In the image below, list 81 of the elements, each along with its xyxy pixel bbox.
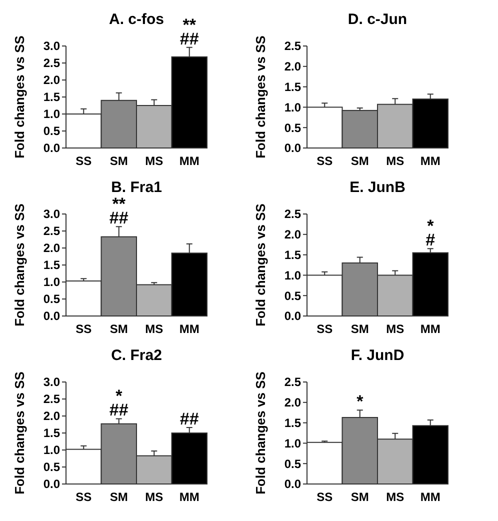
y-tick-label: 0.0 [43,141,60,156]
x-tick-label: MM [420,322,440,336]
chart-title: D. c-Jun [348,11,408,28]
y-tick-label: 0.5 [284,288,302,303]
y-tick-label: 2.0 [43,241,60,256]
y-tick-label: 1.5 [284,80,302,94]
y-tick-label: 0.5 [43,460,60,474]
y-tick-label: 1.0 [284,100,302,114]
y-tick-label: 1.0 [284,436,302,450]
y-axis-title: Fold changes vs SS [12,35,27,158]
annotation: * [356,392,364,412]
annotation: * ## [109,386,129,420]
x-tick-label: SS [316,490,333,504]
y-tick-label: 0.0 [284,141,302,156]
y-tick-label: 1.0 [284,268,302,282]
y-tick-label: 0.5 [43,124,60,138]
x-tick-label: MM [179,490,200,504]
x-tick-label: MS [145,322,164,336]
x-tick-label: SM [110,322,128,336]
x-tick-label: SS [76,322,92,336]
y-tick-label: 0.5 [43,292,60,306]
y-tick-label: 2.5 [284,375,302,390]
y-tick-label: 1.5 [284,416,302,430]
annotation: ## [180,410,200,429]
y-tick-label: 2.5 [43,224,60,238]
annotation: ** ## [180,15,200,48]
y-tick-label: 1.0 [43,275,60,290]
annotation: * # [426,216,436,250]
y-axis-title: Fold changes vs SS [253,203,268,326]
x-tick-label: SS [316,154,333,168]
y-tick-label: 0.0 [43,309,60,324]
y-tick-label: 1.5 [284,248,302,262]
x-tick-label: SM [110,154,128,168]
y-tick-label: 3.0 [43,375,60,390]
x-tick-label: MM [179,154,200,168]
y-tick-label: 0.5 [284,456,302,471]
y-tick-label: 0.0 [284,477,302,492]
y-tick-label: 1.0 [43,443,60,458]
x-tick-label: SS [76,490,92,504]
x-tick-label: SM [110,490,128,504]
chart-title: E. JunB [350,179,406,196]
x-tick-label: SM [350,490,369,504]
y-tick-label: 1.5 [43,90,60,104]
x-tick-label: SS [76,154,92,168]
y-tick-label: 3.0 [43,207,60,222]
chart-title: C. Fra2 [111,347,162,364]
x-tick-label: MS [386,154,404,168]
x-tick-label: MS [386,490,404,504]
chart-title: A. c-fos [108,11,164,28]
x-tick-label: MS [386,322,404,336]
chart-title: B. Fra1 [111,179,162,196]
x-tick-label: SM [350,154,369,168]
x-tick-label: SM [350,322,369,336]
y-tick-label: 0.0 [284,309,302,324]
y-tick-label: 2.5 [43,392,60,406]
x-tick-label: MM [420,154,440,168]
y-tick-label: 2.0 [284,60,302,74]
y-tick-label: 2.5 [43,56,60,70]
y-axis-title: Fold changes vs SS [12,203,27,326]
x-tick-label: MM [420,490,440,504]
x-tick-label: MS [145,154,164,168]
y-tick-label: 1.0 [43,107,60,122]
y-tick-label: 1.5 [43,426,60,440]
y-axis-title: Fold changes vs SS [253,35,268,158]
x-tick-label: MS [145,490,164,504]
y-tick-label: 0.0 [43,477,60,492]
x-tick-label: MM [179,322,200,336]
y-tick-label: 2.5 [284,39,302,54]
y-tick-label: 2.5 [284,207,302,222]
annotation: ** ## [109,194,129,228]
chart-title: F. JunD [350,347,404,364]
y-tick-label: 0.5 [284,120,302,135]
y-tick-label: 2.0 [43,409,60,424]
y-tick-label: 2.0 [284,228,302,242]
y-axis-title: Fold changes vs SS [12,371,27,494]
y-tick-label: 3.0 [43,39,60,54]
x-tick-label: SS [316,322,333,336]
y-axis-title: Fold changes vs SS [253,371,268,494]
y-tick-label: 1.5 [43,258,60,272]
y-tick-label: 2.0 [284,396,302,410]
y-tick-label: 2.0 [43,73,60,88]
